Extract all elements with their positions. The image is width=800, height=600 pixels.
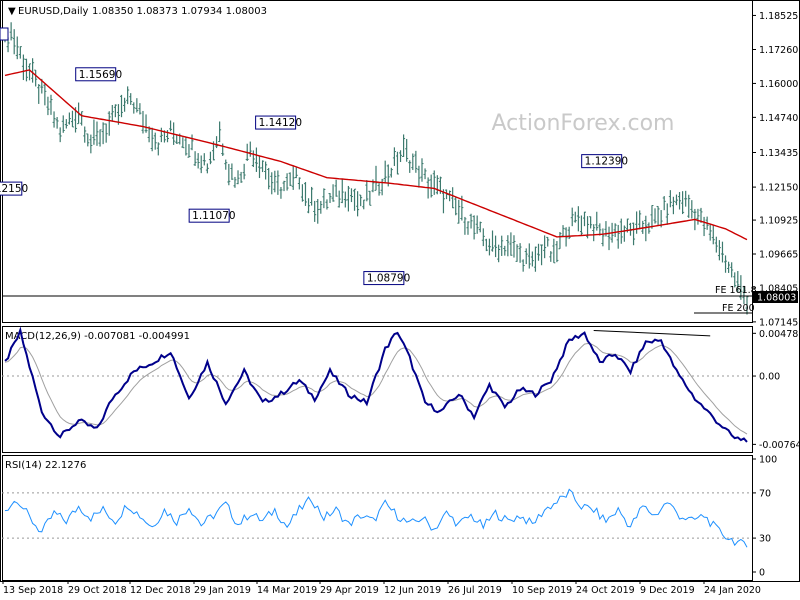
price-tick-label: 1.17260: [759, 45, 798, 56]
chart-frame: [0, 0, 800, 582]
rsi-panel: [2, 455, 753, 581]
date-tick-label: 10 Sep 2019: [512, 585, 572, 596]
price-tick-label: 1.12150: [759, 183, 798, 194]
date-tick-label: 29 Apr 2019: [320, 585, 379, 596]
date-tick-label: 24 Oct 2019: [576, 585, 635, 596]
macd-tick-label: 0.004781: [759, 329, 800, 340]
macd-line: [4, 326, 748, 443]
annotation-label: 1.12390: [585, 156, 628, 168]
date-tick-label: 13 Sep 2018: [3, 585, 63, 596]
date-tick-label: 12 Dec 2018: [130, 585, 191, 596]
watermark: ActionForex.com: [492, 111, 675, 136]
header-ohlc: 1.08350 1.08373 1.07934 1.08003: [92, 6, 267, 17]
date-tick-label: 14 Mar 2019: [257, 585, 317, 596]
annotation-box: [255, 115, 297, 130]
rsi-line: [4, 488, 748, 548]
current-price-box: [753, 291, 798, 303]
annotation-label: 1.12150: [0, 183, 28, 195]
fe-161-label: FE 161.8: [715, 285, 757, 296]
header-arrow: ▼: [8, 6, 16, 17]
annotation-box-partial: [0, 27, 9, 41]
date-tick-label: 9 Dec 2019: [640, 585, 695, 596]
date-tick-label: 29 Jan 2019: [194, 585, 251, 596]
macd-signal-line: [4, 342, 748, 435]
date-tick-label: 26 Jul 2019: [448, 585, 502, 596]
price-tick-label: 1.16000: [759, 79, 798, 90]
price-tick-label: 1.09665: [759, 250, 798, 261]
rsi-tick-label: 70: [759, 488, 771, 499]
price-bars: [3, 22, 749, 315]
annotation-box: [75, 67, 117, 82]
price-tick-label: 1.18525: [759, 11, 798, 22]
macd-tick-label: 0.00: [759, 372, 780, 383]
macd-tick-label: -0.007646: [759, 440, 800, 451]
annotation-box: [581, 154, 623, 169]
date-tick-label: 29 Oct 2018: [68, 585, 127, 596]
annotation-box: [0, 181, 23, 196]
moving-average-line: [4, 69, 748, 241]
date-tick-label: 12 Jun 2019: [384, 585, 441, 596]
rsi-tick-label: 100: [759, 455, 777, 466]
rsi-tick-label: 30: [759, 534, 771, 545]
macd-title: MACD(12,26,9) -0.007081 -0.004991: [5, 331, 190, 342]
rsi-tick-label: 0: [759, 568, 765, 579]
price-tick-label: 1.10925: [759, 216, 798, 227]
price-tick-label: 1.08405: [759, 283, 798, 294]
date-tick-label: 24 Jan 2020: [704, 585, 761, 596]
price-tick-label: 1.14740: [759, 113, 798, 124]
annotation-box: [363, 271, 405, 286]
macd-divergence-trendline: [593, 329, 711, 337]
price-tick-label: 1.13435: [759, 148, 798, 159]
annotation-label: 1.15690: [79, 69, 122, 81]
rsi-title: RSI(14) 22.1276: [5, 460, 86, 471]
annotation-label: 1.14120: [259, 117, 302, 129]
price-tick-label: 1.07145: [759, 317, 798, 328]
macd-panel: [2, 326, 753, 453]
annotation-label: 1.08790: [367, 273, 410, 285]
annotation-box: [188, 208, 230, 223]
price-panel: [2, 0, 753, 323]
header-symbol: EURUSD,Daily: [18, 6, 89, 17]
annotation-label: 1.11070: [192, 210, 235, 222]
current-price-label: 1.08003: [757, 293, 796, 304]
fe-200-label: FE 200: [722, 303, 755, 314]
